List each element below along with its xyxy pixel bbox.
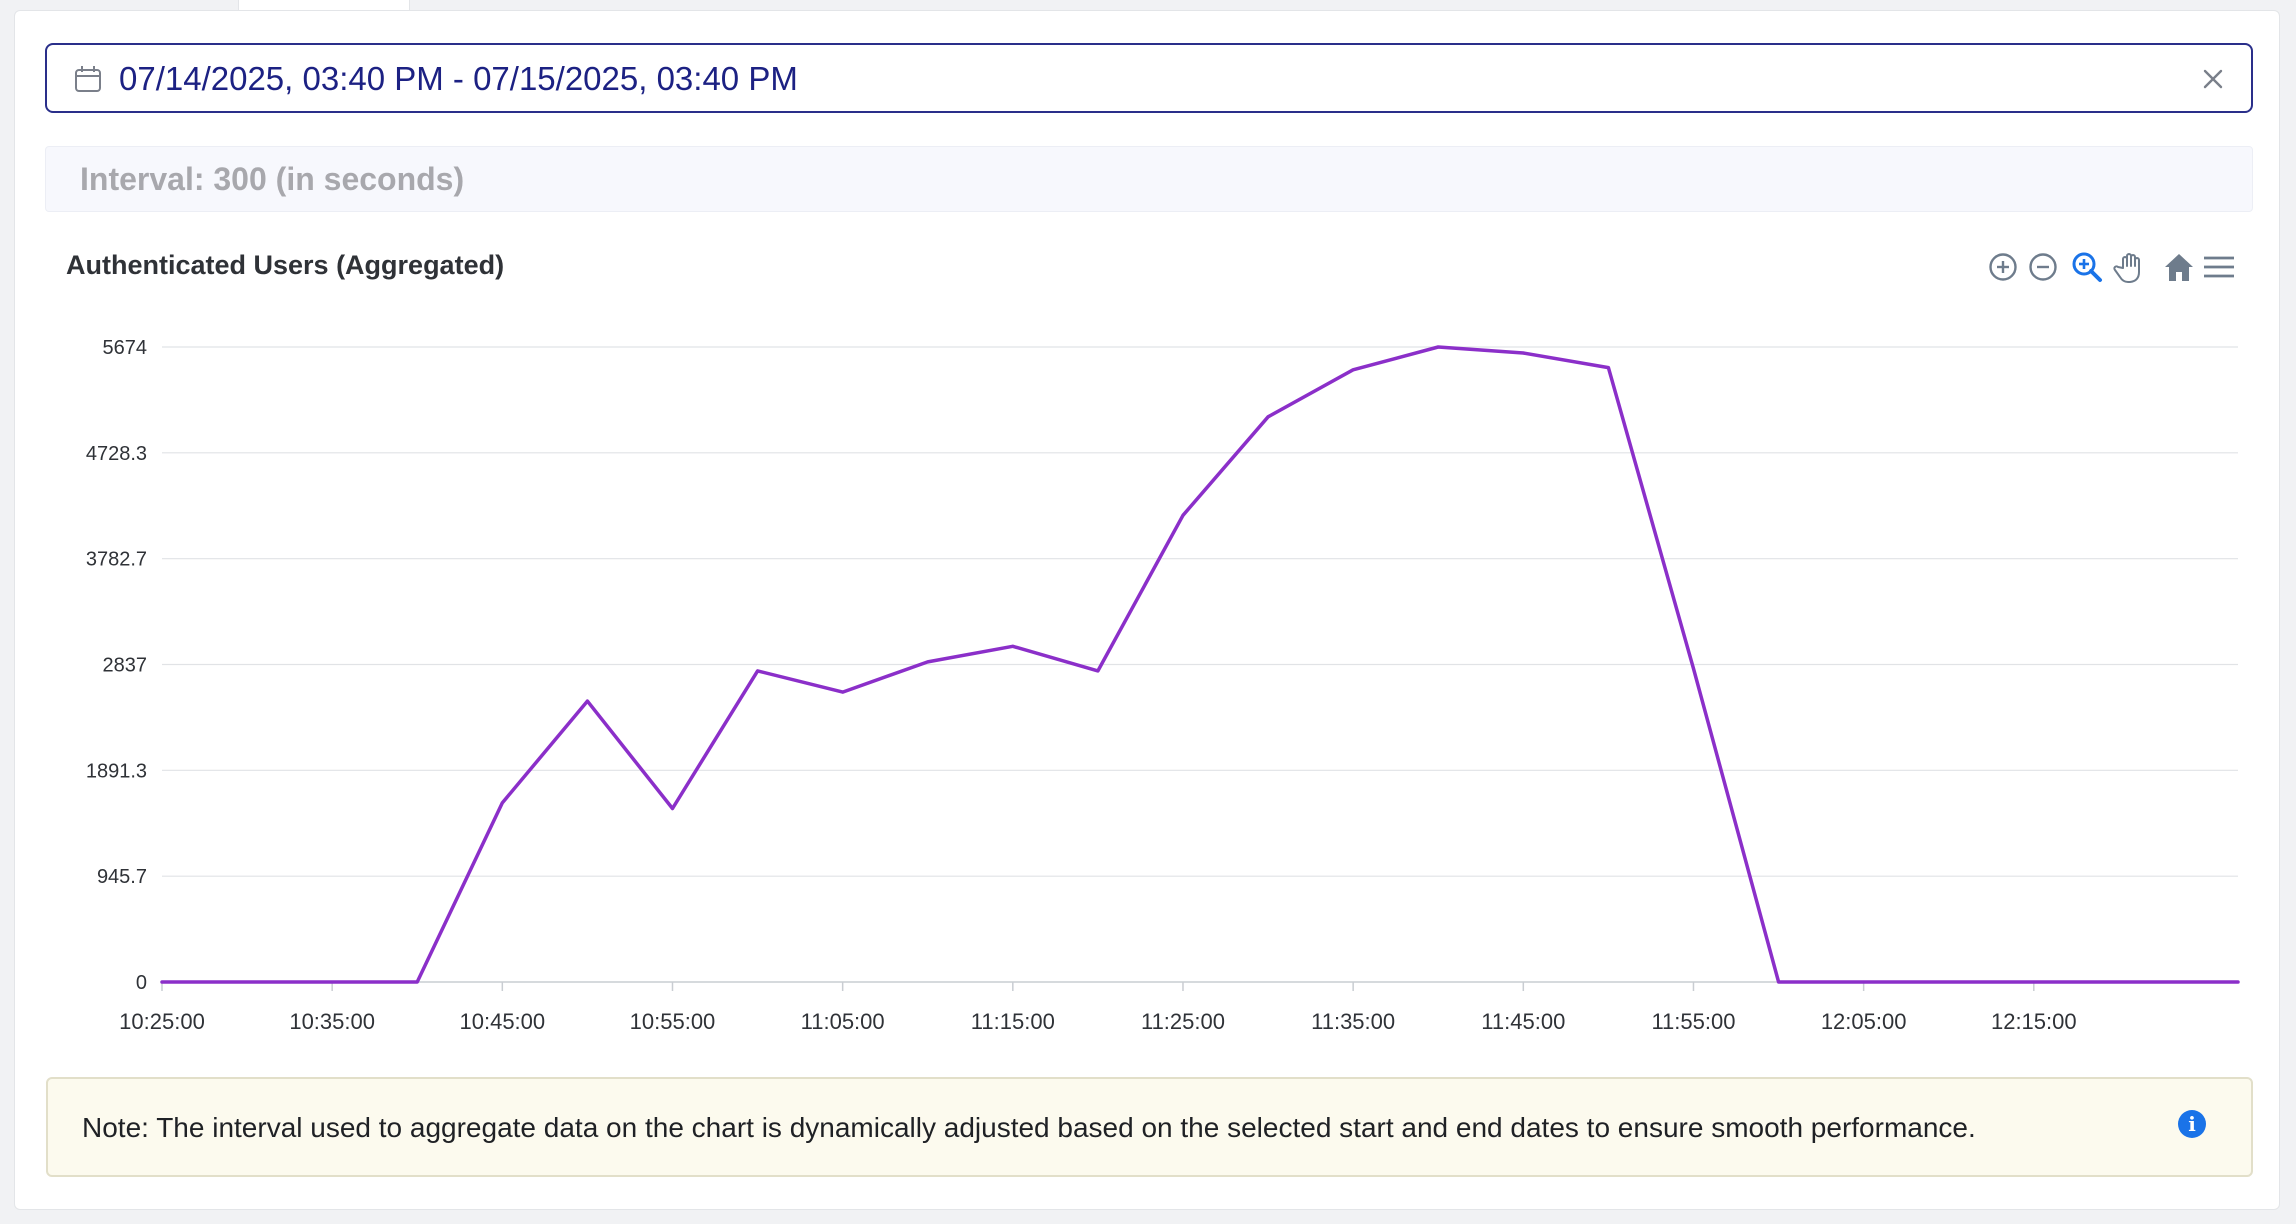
y-tick-label: 945.7 (97, 866, 147, 888)
y-tick-label: 3782.7 (86, 549, 147, 571)
interval-field: Interval: 300 (in seconds) (45, 146, 2253, 212)
x-tick-label: 11:25:00 (1141, 1009, 1225, 1034)
y-tick-label: 2837 (103, 655, 148, 677)
reset-home-icon[interactable] (2160, 248, 2198, 286)
x-tick-label: 11:05:00 (801, 1009, 885, 1034)
x-tick-label: 11:55:00 (1651, 1009, 1735, 1034)
chart-title: Authenticated Users (Aggregated) (66, 250, 505, 280)
x-tick-label: 12:05:00 (1821, 1009, 1907, 1034)
calendar-icon (75, 66, 101, 92)
y-tick-label: 4728.3 (86, 443, 147, 465)
x-tick-label: 12:15:00 (1991, 1009, 2077, 1034)
x-tick-label: 11:45:00 (1481, 1009, 1565, 1034)
selection-zoom-icon[interactable] (2068, 248, 2106, 286)
line-chart: 0 945.7 1891.3 2837 3782.7 4728.3 5674 10:25:00… (86, 337, 2240, 1034)
x-tick-label: 10:25:00 (119, 1009, 205, 1034)
zoom-out-icon[interactable] (2024, 248, 2062, 286)
x-tick-label: 10:35:00 (289, 1009, 375, 1034)
y-tick-label: 0 (136, 972, 147, 994)
series-line (160, 345, 2240, 984)
y-tick-label: 5674 (103, 337, 148, 359)
note-text: Note: The interval used to aggregate dat… (82, 1112, 1976, 1143)
date-range-value[interactable]: 07/14/2025, 03:40 PM - 07/15/2025, 03:40… (119, 60, 798, 97)
menu-icon[interactable] (2200, 248, 2238, 286)
date-range-picker[interactable]: 07/14/2025, 03:40 PM - 07/15/2025, 03:40… (45, 43, 2253, 113)
close-icon[interactable] (2199, 65, 2227, 93)
pan-hand-icon[interactable] (2112, 248, 2150, 286)
zoom-in-icon[interactable] (1984, 248, 2022, 286)
y-tick-label: 1891.3 (86, 760, 147, 782)
x-tick-label: 10:45:00 (460, 1009, 546, 1034)
chart-toolbar (1984, 248, 2284, 288)
x-tick-label: 11:15:00 (971, 1009, 1055, 1034)
x-tick-label: 11:35:00 (1311, 1009, 1395, 1034)
interval-label: Interval: 300 (in seconds) (80, 161, 465, 197)
info-icon[interactable]: i (2178, 1110, 2206, 1138)
x-tick-label: 10:55:00 (630, 1009, 716, 1034)
note-banner: Note: The interval used to aggregate dat… (46, 1077, 2253, 1177)
